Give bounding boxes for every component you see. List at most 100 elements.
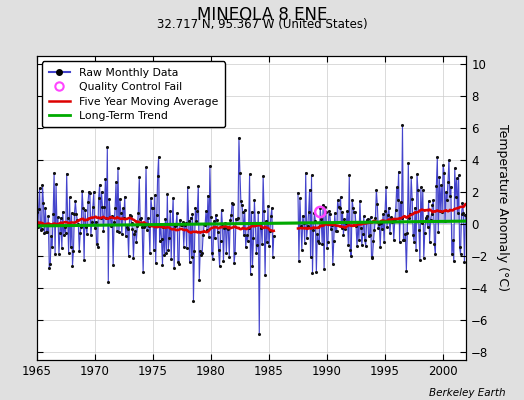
Point bbox=[447, 251, 456, 257]
Point bbox=[244, 225, 253, 231]
Text: 32.717 N, 95.367 W (United States): 32.717 N, 95.367 W (United States) bbox=[157, 18, 367, 31]
Point bbox=[298, 246, 306, 253]
Point bbox=[405, 215, 413, 221]
Point bbox=[340, 216, 348, 222]
Point bbox=[459, 210, 467, 216]
Point bbox=[116, 196, 124, 202]
Point bbox=[90, 189, 98, 195]
Point bbox=[390, 217, 399, 224]
Point bbox=[330, 238, 338, 244]
Point bbox=[159, 224, 168, 230]
Point bbox=[352, 223, 360, 229]
Point bbox=[343, 208, 352, 214]
Point bbox=[80, 256, 88, 263]
Point bbox=[137, 215, 145, 222]
Point bbox=[333, 228, 341, 234]
Point bbox=[354, 219, 362, 226]
Point bbox=[45, 265, 53, 272]
Point bbox=[189, 298, 198, 304]
Point bbox=[358, 242, 366, 248]
Point bbox=[182, 245, 191, 251]
Point bbox=[216, 237, 225, 244]
Point bbox=[398, 122, 407, 128]
Point bbox=[112, 179, 120, 185]
Point bbox=[69, 248, 78, 254]
Point bbox=[219, 223, 227, 229]
Point bbox=[302, 235, 311, 241]
Point bbox=[205, 234, 213, 240]
Point bbox=[185, 258, 194, 265]
Point bbox=[297, 222, 305, 229]
Point bbox=[184, 218, 193, 224]
Point bbox=[190, 248, 199, 254]
Point bbox=[446, 184, 455, 190]
Point bbox=[174, 259, 182, 265]
Point bbox=[154, 173, 162, 179]
Point bbox=[36, 227, 45, 233]
Point bbox=[414, 187, 422, 193]
Point bbox=[251, 222, 259, 228]
Point bbox=[304, 209, 313, 216]
Point bbox=[61, 230, 70, 236]
Point bbox=[264, 203, 272, 209]
Point bbox=[384, 212, 392, 218]
Point bbox=[97, 189, 106, 195]
Point bbox=[441, 218, 449, 224]
Point bbox=[41, 205, 50, 211]
Point bbox=[334, 204, 343, 210]
Point bbox=[261, 272, 269, 278]
Point bbox=[422, 213, 431, 219]
Point bbox=[187, 214, 195, 221]
Point bbox=[308, 172, 316, 178]
Point bbox=[208, 250, 216, 256]
Point bbox=[379, 211, 387, 218]
Point bbox=[142, 164, 150, 170]
Point bbox=[364, 216, 372, 222]
Point bbox=[233, 216, 241, 222]
Point bbox=[325, 208, 333, 214]
Point bbox=[232, 215, 240, 222]
Point bbox=[164, 247, 172, 253]
Point bbox=[345, 172, 354, 179]
Point bbox=[160, 252, 169, 258]
Point bbox=[311, 218, 320, 224]
Point bbox=[60, 232, 68, 238]
Point bbox=[79, 205, 88, 212]
Point bbox=[329, 261, 337, 267]
Point bbox=[191, 204, 200, 211]
Point bbox=[73, 217, 82, 223]
Point bbox=[71, 198, 80, 204]
Point bbox=[381, 208, 389, 214]
Point bbox=[299, 212, 307, 219]
Point bbox=[397, 215, 406, 221]
Point bbox=[385, 204, 393, 211]
Point bbox=[204, 192, 212, 199]
Point bbox=[59, 209, 67, 215]
Point bbox=[318, 240, 326, 247]
Point bbox=[215, 263, 224, 269]
Point bbox=[32, 208, 41, 215]
Point bbox=[421, 230, 429, 236]
Point bbox=[266, 227, 274, 234]
Point bbox=[93, 243, 102, 250]
Text: Berkeley Earth: Berkeley Earth bbox=[429, 388, 506, 398]
Point bbox=[371, 214, 379, 221]
Point bbox=[231, 250, 239, 256]
Point bbox=[78, 188, 86, 194]
Point bbox=[339, 232, 347, 238]
Point bbox=[44, 213, 52, 219]
Point bbox=[178, 222, 186, 228]
Point bbox=[35, 206, 43, 212]
Point bbox=[256, 221, 265, 227]
Point bbox=[170, 265, 178, 271]
Point bbox=[46, 261, 54, 268]
Point bbox=[105, 196, 114, 202]
Point bbox=[157, 236, 166, 242]
Point bbox=[188, 210, 196, 217]
Point bbox=[267, 213, 275, 219]
Point bbox=[156, 238, 164, 244]
Point bbox=[238, 209, 247, 215]
Point bbox=[166, 207, 174, 214]
Point bbox=[115, 229, 123, 235]
Point bbox=[309, 227, 318, 233]
